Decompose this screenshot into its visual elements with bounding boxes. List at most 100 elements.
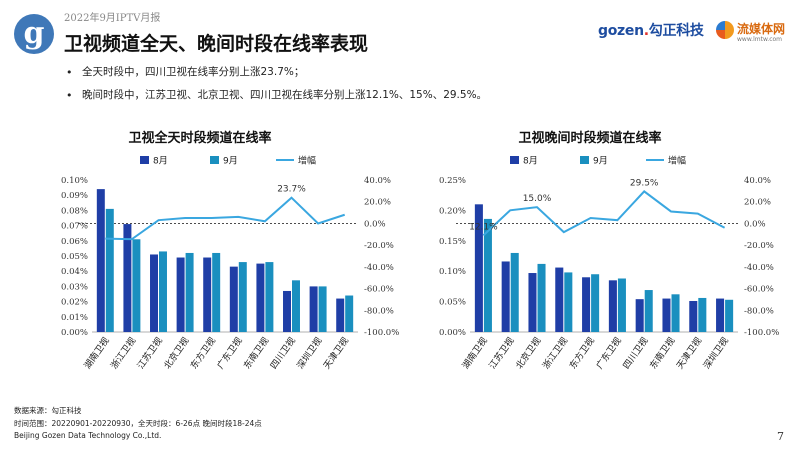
bar-aug — [689, 300, 698, 332]
category-label: 四川卫视 — [267, 335, 297, 371]
bar-sep — [132, 239, 141, 332]
change-line — [105, 196, 346, 241]
right-axis-tick: 40.0% — [744, 176, 771, 186]
legend-label-1: 8月 — [523, 156, 538, 167]
gozen-logo-icon: g — [14, 14, 54, 54]
report-tag: 2022年9月IPTV月报 — [64, 13, 161, 24]
footer-company: Beijing Gozen Data Technology Co.,Ltd. — [14, 431, 162, 440]
right-axis-tick: -60.0% — [364, 285, 394, 295]
bar-aug — [528, 273, 537, 332]
legend-label-2: 9月 — [593, 156, 608, 167]
category-label: 天津卫视 — [674, 335, 704, 371]
bar-sep — [159, 251, 167, 332]
bar-aug — [309, 286, 318, 332]
legend-label-3: 增幅 — [668, 155, 686, 167]
chart-allday: 卫视全天时段频道在线率 8月 9月 增幅 0.00% 0.01% 0.02% 0.03% 0.0… — [61, 130, 399, 371]
right-axis-tick: 20.0% — [364, 198, 391, 208]
footer-time-range: 时间范围：20220901-20220930，全天时段：6-26点 晚间时段18… — [14, 419, 262, 428]
left-axis-tick: 0.03% — [61, 282, 88, 292]
category-label: 广东卫视 — [214, 335, 244, 371]
left-axis-tick: 0.15% — [439, 237, 466, 247]
change-line — [482, 190, 726, 237]
legend-swatch-1 — [140, 156, 149, 164]
bar-sep — [671, 294, 680, 332]
bar-sep — [483, 218, 492, 332]
right-axis-tick: -80.0% — [364, 306, 394, 316]
category-label: 东南卫视 — [241, 335, 271, 371]
category-label: 东南卫视 — [647, 335, 677, 371]
bar-sep — [105, 208, 114, 332]
bar-sep — [238, 262, 247, 332]
right-axis-tick: -60.0% — [744, 285, 774, 295]
legend-label-3: 增幅 — [298, 155, 316, 167]
data-label: 12.1% — [469, 222, 498, 232]
bullet-item-2: 晚间时段中，江苏卫视、北京卫视、四川卫视在线率分别上涨12.1%、15%、29.… — [64, 89, 487, 102]
legend-swatch-1 — [510, 156, 519, 164]
left-axis-tick: 0.08% — [61, 206, 88, 216]
bar-sep — [185, 252, 194, 332]
legend-swatch-2 — [580, 156, 589, 164]
gozen-brand-text: gozen — [598, 23, 644, 39]
category-label: 东方卫视 — [188, 335, 218, 371]
bar-sep — [510, 252, 519, 332]
gozen-brand-sub: 勾正科技 — [648, 23, 704, 39]
category-label: 江苏卫视 — [134, 335, 164, 371]
legend-label-2: 9月 — [223, 156, 238, 167]
right-axis-tick: 0.0% — [744, 219, 766, 229]
left-axis-tick: 0.02% — [61, 298, 88, 308]
bar-aug — [123, 224, 132, 332]
category-label: 东方卫视 — [567, 335, 597, 371]
category-label: 四川卫视 — [620, 335, 650, 371]
bar-aug — [336, 298, 345, 332]
right-axis-tick: 0.0% — [364, 219, 386, 229]
summary-bullets: 全天时段中，四川卫视在线率分别上涨23.7%； 晚间时段中，江苏卫视、北京卫视、… — [64, 66, 487, 112]
bar-sep — [725, 299, 734, 332]
bar-sep — [265, 262, 274, 332]
left-axis-tick: 0.10% — [61, 176, 88, 186]
page-number: 7 — [777, 430, 784, 443]
lmtw-logo-icon — [716, 21, 734, 39]
left-axis-tick: 0.01% — [61, 313, 88, 323]
bar-sep — [318, 286, 327, 332]
chart-title: 卫视全天时段频道在线率 — [128, 130, 271, 146]
chart-evening: 卫视晚间时段频道在线率 8月 9月 增幅 0.00% 0.05% 0.10% 0.15% 0.2… — [439, 130, 779, 371]
category-label: 湖南卫视 — [459, 335, 489, 371]
left-axis-tick: 0.09% — [61, 191, 88, 201]
bar-aug — [474, 204, 483, 332]
lmtw-brand-text: 流媒体网 — [737, 22, 786, 36]
category-label: 湖南卫视 — [81, 335, 111, 371]
right-axis-tick: 20.0% — [744, 198, 771, 208]
page-title: 卫视频道全天、晚间时段在线率表现 — [64, 33, 369, 55]
chart-title: 卫视晚间时段频道在线率 — [518, 130, 661, 146]
left-axis-tick: 0.04% — [61, 267, 88, 277]
bar-sep — [617, 278, 626, 332]
gozen-brand-dot: . — [643, 23, 649, 39]
left-axis-tick: 0.00% — [61, 328, 88, 338]
legend-label-1: 8月 — [153, 156, 168, 167]
bar-aug — [96, 189, 105, 332]
bar-sep — [644, 290, 653, 332]
left-axis-tick: 0.07% — [61, 222, 88, 232]
bar-sep — [698, 297, 707, 332]
right-axis-tick: -20.0% — [364, 241, 394, 251]
bullet-item-1: 全天时段中，四川卫视在线率分别上涨23.7%； — [64, 66, 487, 79]
lmtw-brand-url: www.lmtw.com — [737, 36, 783, 43]
bar-aug — [555, 267, 564, 332]
right-axis-tick: -100.0% — [744, 328, 779, 338]
bar-sep — [564, 272, 573, 332]
bar-aug — [176, 257, 185, 332]
data-label: 23.7% — [277, 185, 306, 195]
bar-aug — [716, 298, 725, 332]
right-axis-tick: -20.0% — [744, 241, 774, 251]
category-label: 深圳卫视 — [294, 335, 324, 371]
left-axis-tick: 0.05% — [439, 298, 466, 308]
bar-aug — [662, 298, 671, 332]
category-label: 浙江卫视 — [540, 335, 570, 371]
bar-aug — [283, 290, 291, 332]
left-axis-tick: 0.00% — [439, 328, 466, 338]
data-label: 29.5% — [630, 178, 659, 188]
category-label: 天津卫视 — [321, 335, 351, 371]
bar-aug — [501, 261, 510, 332]
bar-aug — [582, 277, 591, 332]
category-label: 深圳卫视 — [701, 335, 731, 371]
